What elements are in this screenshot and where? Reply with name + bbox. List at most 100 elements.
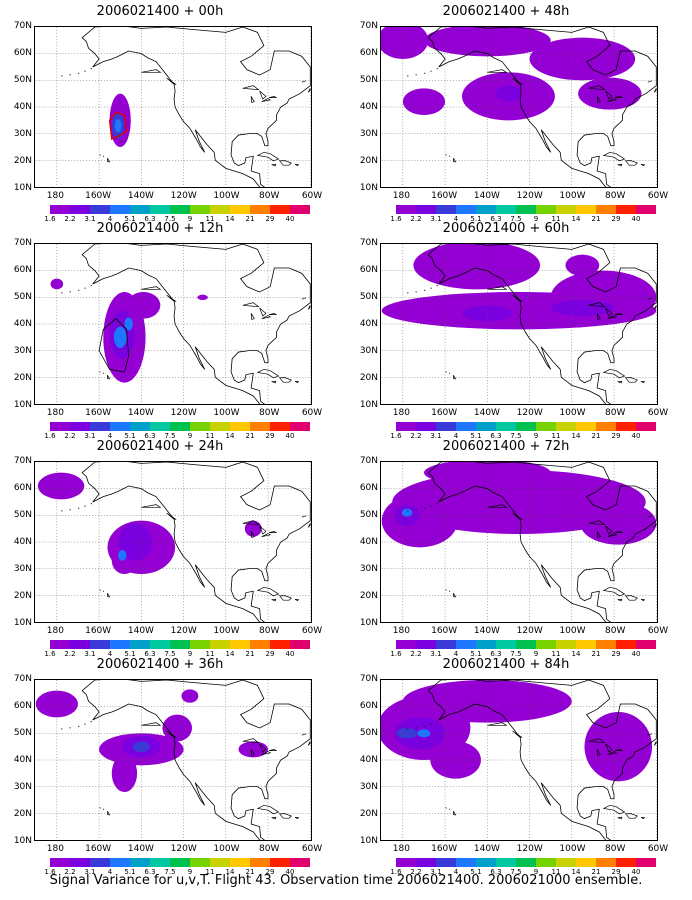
variance-contour	[413, 244, 541, 290]
color-bar-swatch	[596, 640, 616, 649]
color-bar-label: 14	[225, 650, 235, 658]
color-bar-swatch	[596, 205, 616, 214]
lon-tick-label: 160W	[85, 191, 112, 201]
map-area	[380, 679, 658, 841]
variance-contour	[495, 85, 522, 102]
panel-title: 2006021400 + 48h	[442, 4, 570, 19]
lat-tick-label: 20N	[13, 591, 32, 601]
island-dot	[77, 289, 80, 291]
island-outline	[640, 163, 646, 167]
lon-tick-label: 80W	[259, 844, 280, 854]
color-bar-swatch	[50, 858, 70, 867]
color-bar-swatch	[556, 858, 576, 867]
color-bar	[50, 858, 310, 867]
color-bar-swatch	[496, 858, 516, 867]
variance-contour	[124, 317, 133, 331]
lon-tick-label: 140W	[473, 844, 500, 854]
lon-tick-label: 160W	[431, 191, 458, 201]
color-bar-label: 9	[187, 215, 193, 223]
variance-contour	[396, 728, 418, 739]
island-outline	[607, 751, 618, 756]
color-bar-swatch	[596, 858, 616, 867]
color-bar-label: 21	[591, 868, 601, 876]
island-outline	[617, 598, 623, 602]
island-outline	[512, 730, 523, 738]
map-panel-right-3: 2006021400 + 72h 70N 60N 50N 40N 30N 20N 10N 180…	[346, 437, 668, 658]
variance-contour	[461, 305, 513, 322]
color-bar-label: 14	[225, 868, 235, 876]
color-bar-label: 29	[265, 215, 275, 223]
color-bar	[396, 422, 656, 431]
island-outline	[602, 151, 626, 162]
island-outline	[624, 377, 638, 383]
island-outline	[653, 88, 657, 93]
color-bar-label: 40	[285, 432, 295, 440]
color-bar-swatch	[596, 422, 616, 431]
island-dot	[90, 68, 93, 70]
island-outline	[99, 371, 101, 373]
color-bar-swatch	[636, 422, 656, 431]
island-outline	[617, 380, 623, 384]
lon-tick-label: 120W	[516, 408, 543, 418]
color-bar-label: 11	[551, 650, 561, 658]
color-bar-swatch	[90, 858, 110, 867]
color-bar-swatch	[90, 422, 110, 431]
island-outline	[602, 368, 626, 379]
variance-contour	[113, 326, 127, 348]
color-bar-swatch	[496, 422, 516, 431]
color-bar-label: 2.2	[64, 868, 76, 876]
lat-tick-label: 60N	[13, 48, 32, 58]
lat-tick-label: 10N	[359, 836, 378, 846]
color-bar-swatch	[496, 205, 516, 214]
lat-tick-label: 40N	[359, 319, 378, 329]
island-outline	[624, 813, 638, 819]
island-outline	[605, 90, 613, 100]
color-bar-label: 4	[453, 868, 459, 876]
island-outline	[271, 816, 277, 820]
lat-tick-label: 70N	[13, 456, 32, 466]
island-dot	[90, 503, 93, 505]
color-bar-label: 3.1	[84, 215, 96, 223]
island-outline	[607, 533, 618, 538]
island-dot	[415, 291, 417, 293]
color-bar-label: 3.1	[84, 432, 96, 440]
variance-contour	[550, 300, 615, 316]
lat-tick-label: 30N	[13, 782, 32, 792]
variance-contour	[162, 714, 193, 742]
color-bar-label: 1.6	[44, 215, 56, 223]
island-dot	[407, 728, 409, 730]
variance-contour	[580, 502, 657, 545]
color-bar-swatch	[290, 858, 310, 867]
color-bar-swatch	[190, 422, 210, 431]
island-outline	[605, 743, 613, 753]
color-bar-swatch	[170, 640, 190, 649]
map-svg	[35, 27, 311, 187]
variance-contour	[114, 119, 122, 133]
island-outline	[269, 95, 278, 98]
color-bar-label: 40	[631, 650, 641, 658]
island-outline	[653, 305, 657, 310]
color-bar-swatch	[50, 422, 70, 431]
lon-tick-label: 100W	[559, 408, 586, 418]
color-bar-swatch	[250, 205, 270, 214]
color-bar-label: 7.5	[164, 650, 176, 658]
lon-tick-label: 60W	[647, 408, 669, 418]
map-panel-left-1: 2006021400 + 00h 70N 60N 50N 40N 30N 20N 10N 180…	[0, 2, 322, 223]
color-bar-label: 9	[533, 215, 539, 223]
lon-tick-label: 160W	[85, 626, 112, 636]
island-outline	[301, 80, 307, 83]
lon-tick-label: 160W	[431, 626, 458, 636]
color-bar-label: 6.3	[490, 650, 502, 658]
lat-tick-label: 10N	[359, 618, 378, 628]
color-bar-label: 11	[205, 650, 215, 658]
lon-tick-label: 120W	[170, 191, 197, 201]
color-bar-swatch	[556, 640, 576, 649]
color-bar-swatch	[536, 640, 556, 649]
coastline	[81, 680, 311, 840]
coastline	[81, 244, 311, 404]
island-outline	[250, 531, 255, 538]
lon-tick-label: 80W	[605, 844, 626, 854]
lat-tick-label: 10N	[13, 400, 32, 410]
lat-tick-label: 50N	[359, 510, 378, 520]
island-outline	[624, 160, 638, 166]
